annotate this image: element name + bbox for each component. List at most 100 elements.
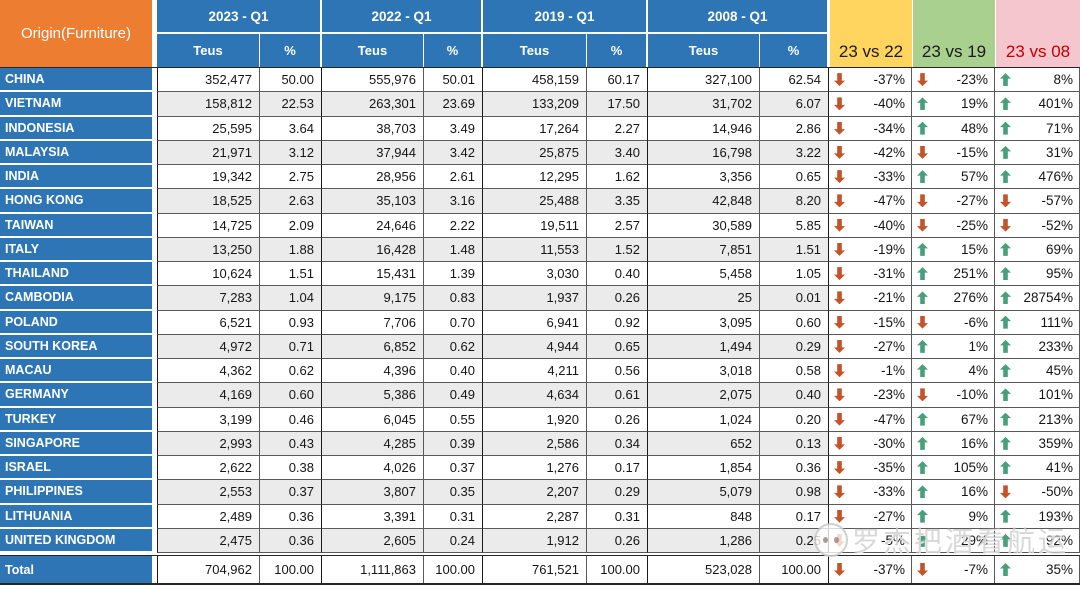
teus-header: Teus [483,34,587,67]
teus-cell: 1,024 [648,407,760,432]
comparison-cell: -23% [912,68,995,93]
pct-cell: 0.17 [587,456,648,481]
pct-cell: 22.53 [260,92,322,117]
origin-header-cell: Origin(Furniture) [0,0,157,67]
pct-cell: 100.00 [424,556,483,583]
pct-cell: 2.57 [587,213,648,238]
pct-cell: 0.36 [260,504,322,529]
pct-cell: 1.04 [260,286,322,311]
comparison-cell: 1% [912,334,995,359]
teus-cell: 555,976 [322,68,424,93]
teus-cell: 16,798 [648,140,760,165]
teus-cell: 2,553 [157,480,260,505]
origin-cell: SOUTH KOREA [0,334,157,359]
comparison-value: 71% [1045,120,1073,136]
comparison-cell: 19% [912,92,995,117]
comparison-value: 276% [953,290,988,306]
pct-cell: 0.01 [760,286,829,311]
trend-down-icon [834,170,845,184]
pct-cell: 2.61 [424,165,483,190]
table-total-row: Total 704,962 100.00 1,111,863 100.00 761,521… [0,555,1080,585]
comparison-cell: -40% [829,92,912,117]
teus-cell: 1,111,863 [322,556,424,583]
comparison-value: -7% [963,562,988,577]
trend-up-icon [1000,267,1011,281]
pct-cell: 0.31 [587,504,648,529]
comparison-value: 1% [968,338,988,354]
comparison-value: -6% [963,314,988,330]
comparison-cell: 41% [995,456,1080,481]
pct-cell: 0.25 [760,528,829,553]
comparison-cell: 105% [912,456,995,481]
comparison-value: -21% [873,290,905,306]
comparison-cell: -47% [829,407,912,432]
teus-cell: 1,494 [648,334,760,359]
pct-cell: 17.50 [587,92,648,117]
pct-cell: 62.54 [760,68,829,93]
comparison-cell: 16% [912,480,995,505]
trend-down-icon [834,315,845,329]
teus-cell: 15,431 [322,262,424,287]
teus-cell: 21,971 [157,140,260,165]
pct-cell: 1.51 [760,237,829,262]
comparison-value: 92% [1045,532,1073,548]
comparison-cell: 29% [912,528,995,553]
teus-cell: 37,944 [322,140,424,165]
comparison-value: 101% [1038,387,1073,403]
teus-header: Teus [648,34,760,67]
pct-cell: 0.46 [260,407,322,432]
comparison-value: -19% [873,241,905,257]
teus-cell: 458,159 [483,68,587,93]
comparison-cell: -47% [829,189,912,214]
comparison-value: 251% [953,266,988,282]
teus-cell: 704,962 [157,556,260,583]
comparison-value: -42% [873,144,905,160]
origin-cell: MALAYSIA [0,140,157,165]
comparison-value: -52% [1041,217,1073,233]
trend-up-icon [1000,121,1011,135]
comparison-cell: -37% [829,556,912,583]
pct-cell: 2.63 [260,189,322,214]
pct-cell: 100.00 [260,556,322,583]
origin-cell: INDIA [0,165,157,190]
comparison-cell: 15% [912,237,995,262]
table-header: Origin(Furniture) 2023 - Q1 Teus% 2022 - Q… [0,0,1080,67]
comparison-value: 15% [960,241,988,257]
teus-cell: 848 [648,504,760,529]
comparison-cell: 193% [995,504,1080,529]
teus-cell: 2,993 [157,431,260,456]
comparison-value: -33% [873,484,905,500]
origin-cell: HONG KONG [0,189,157,214]
teus-cell: 327,100 [648,68,760,93]
comparison-cell: 359% [995,431,1080,456]
comparison-cell: -50% [995,480,1080,505]
origin-cell: PHILIPPINES [0,480,157,505]
comparison-value: 67% [960,411,988,427]
trend-up-icon [1000,364,1011,378]
trend-up-icon [1000,73,1011,87]
teus-cell: 6,852 [322,334,424,359]
comparison-header: 23 vs 08 [995,0,1080,67]
pct-cell: 0.60 [260,383,322,408]
teus-cell: 1,937 [483,286,587,311]
pct-cell: 0.34 [587,431,648,456]
comparison-cell: 71% [995,116,1080,141]
pct-cell: 0.62 [424,334,483,359]
pct-cell: 3.49 [424,116,483,141]
teus-cell: 38,703 [322,116,424,141]
teus-cell: 9,175 [322,286,424,311]
comparison-value: -34% [873,120,905,136]
teus-cell: 2,586 [483,431,587,456]
comparison-cell: 35% [995,556,1080,583]
teus-cell: 7,851 [648,237,760,262]
comparison-value: 4% [968,363,988,379]
trend-down-icon [834,485,845,499]
origin-cell: INDONESIA [0,116,157,141]
teus-cell: 3,199 [157,407,260,432]
pct-header: % [760,34,829,67]
teus-cell: 25 [648,286,760,311]
comparison-cell: -6% [912,310,995,335]
teus-cell: 2,605 [322,528,424,553]
trend-down-icon [834,436,845,450]
comparison-value: -15% [956,144,988,160]
